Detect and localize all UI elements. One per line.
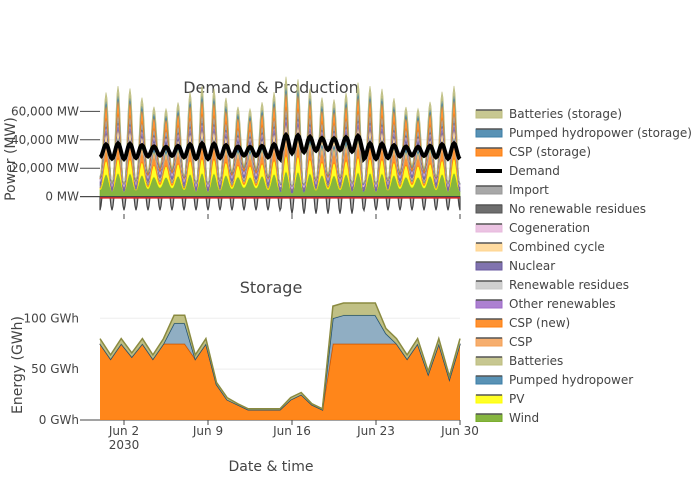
- y-tick-label: 50 GWh: [31, 362, 79, 376]
- legend-item-batteries-storage[interactable]: Batteries (storage): [475, 107, 622, 121]
- legend-swatch: [475, 204, 503, 214]
- storage-subplot: Storage Energy (GWh) 0 GWh 50 GWh 100 GWh: [10, 278, 461, 427]
- legend-label: CSP (new): [509, 316, 570, 330]
- legend-swatch: [475, 318, 503, 328]
- legend-item-wind[interactable]: Wind: [475, 411, 539, 425]
- legend-label: CSP: [509, 335, 532, 349]
- legend-swatch: [475, 280, 503, 290]
- area-csp-new: [100, 343, 460, 420]
- legend-item-csp-new[interactable]: CSP (new): [475, 316, 570, 330]
- area-pumped-hydropower: [100, 315, 460, 410]
- legend-item-pv[interactable]: PV: [475, 392, 525, 406]
- legend-swatch: [475, 128, 503, 138]
- area-storage-charging: [99, 196, 461, 214]
- demand-production-subplot: Demand & Production Power (MW) 0 MW 20,000 …: [3, 76, 462, 214]
- x-tick-label: Jun 16: [272, 424, 311, 438]
- legend-label: Nuclear: [509, 259, 555, 273]
- legend-label: CSP (storage): [509, 145, 591, 159]
- x-tick-label: Jun 23: [356, 424, 395, 438]
- legend-label: No renewable residues: [509, 202, 646, 216]
- legend-label: Pumped hydropower (storage): [509, 126, 692, 140]
- y-axis-label: Power (MW): [3, 117, 19, 201]
- y-tick-label: 60,000 MW: [11, 104, 79, 118]
- area-batteries-storage: [99, 76, 461, 187]
- legend-item-demand[interactable]: Demand: [476, 164, 560, 178]
- y-axis-label: Energy (GWh): [10, 316, 26, 414]
- x-axis-label: Date & time: [229, 459, 314, 475]
- legend-item-nuclear[interactable]: Nuclear: [475, 259, 555, 273]
- legend-label: Batteries: [509, 354, 563, 368]
- y-tick-label: 0 GWh: [39, 413, 79, 427]
- legend-label: Import: [509, 183, 549, 197]
- x-tick-label: Jun 30: [440, 424, 479, 438]
- legend-item-pumped-hydropower[interactable]: Pumped hydropower: [475, 373, 633, 387]
- legend-item-pumped-hydropower-storage[interactable]: Pumped hydropower (storage): [475, 126, 692, 140]
- legend-swatch: [475, 375, 503, 385]
- legend-item-csp[interactable]: CSP: [475, 335, 532, 349]
- legend-label: PV: [509, 392, 525, 406]
- subplot-title: Storage: [240, 278, 303, 297]
- y-tick-label: 20,000 MW: [11, 161, 79, 175]
- legend-item-import[interactable]: Import: [475, 183, 549, 197]
- legend-swatch: [475, 337, 503, 347]
- legend-swatch: [475, 261, 503, 271]
- legend-swatch: [475, 185, 503, 195]
- x-tick-label: Jun 2: [108, 424, 139, 438]
- legend-swatch: [475, 356, 503, 366]
- legend-swatch: [475, 413, 503, 422]
- legend-label: Demand: [509, 164, 560, 178]
- legend-swatch: [475, 394, 503, 404]
- legend-swatch: [475, 109, 503, 119]
- line-batteries: [99, 302, 461, 410]
- y-tick-label: 100 GWh: [24, 311, 80, 325]
- legend-label: Cogeneration: [509, 221, 590, 235]
- legend-label: Other renewables: [509, 297, 616, 311]
- legend-swatch: [475, 147, 503, 157]
- legend-label: Wind: [509, 411, 539, 425]
- x-tick-label: Jun 9: [192, 424, 223, 438]
- x-axis: Jun 2 Jun 9 Jun 16 Jun 23 Jun 30 2030: [108, 214, 479, 452]
- legend-label: Batteries (storage): [509, 107, 622, 121]
- legend-item-renewable-residues[interactable]: Renewable residues: [475, 278, 629, 292]
- legend-swatch: [475, 242, 503, 252]
- subplot-title: Demand & Production: [183, 78, 359, 97]
- line-demand: [98, 131, 462, 164]
- legend-item-other-renewables[interactable]: Other renewables: [475, 297, 616, 311]
- x-tick-year-label: 2030: [109, 438, 140, 452]
- legend-swatch: [475, 223, 503, 233]
- legend-label: Combined cycle: [509, 240, 605, 254]
- legend-item-csp-storage[interactable]: CSP (storage): [475, 145, 591, 159]
- legend-label: Pumped hydropower: [509, 373, 633, 387]
- legend-label: Renewable residues: [509, 278, 629, 292]
- legend-item-combined-cycle[interactable]: Combined cycle: [475, 240, 605, 254]
- y-tick-label: 40,000 MW: [11, 133, 79, 147]
- y-tick-label: 0 MW: [45, 190, 79, 204]
- legend-swatch: [475, 299, 503, 309]
- legend-item-no-renewable-residues[interactable]: No renewable residues: [475, 202, 646, 216]
- legend-item-batteries[interactable]: Batteries: [475, 354, 563, 368]
- legend: Batteries (storage) Pumped hydropower (st…: [475, 107, 692, 425]
- legend-item-cogeneration[interactable]: Cogeneration: [475, 221, 590, 235]
